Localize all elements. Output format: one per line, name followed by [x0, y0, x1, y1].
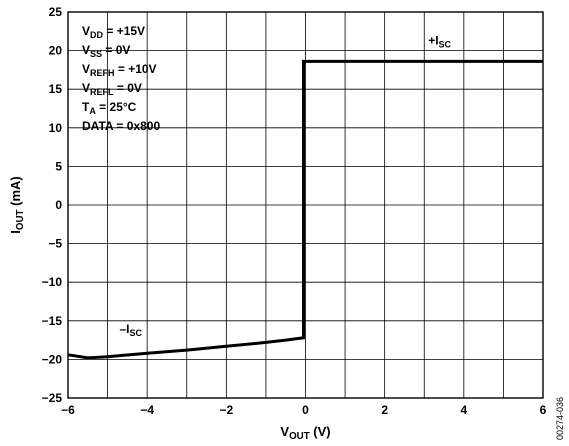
curve-annotation-main: +I	[428, 33, 438, 47]
condition-line-sub: REFL	[90, 87, 114, 97]
condition-line: VDD = +15V	[82, 24, 145, 40]
y-tick-labels: 25 20 15 10 5 0 −5 −10 −15 −20 −25	[42, 5, 63, 405]
condition-line-rest: = +15V	[103, 24, 145, 38]
condition-line-sub: REFH	[90, 68, 115, 78]
y-tick-label: −15	[42, 314, 63, 328]
axis-titles: VOUT (V)IOUT (mA)	[8, 176, 331, 442]
output-current-curve	[67, 59, 543, 360]
y-axis-title-main: I	[8, 230, 23, 234]
y-tick-label: −25	[42, 391, 63, 405]
y-axis-title: IOUT (mA)	[8, 176, 26, 233]
condition-line-rest: = 25°C	[96, 100, 137, 114]
x-tick-label: 2	[381, 403, 388, 417]
condition-line-main: DATA = 0x800	[82, 119, 160, 133]
y-axis-title-rest: (mA)	[8, 176, 23, 209]
y-tick-label: 5	[55, 159, 62, 173]
x-tick-label: −2	[219, 403, 233, 417]
y-tick-label: −20	[42, 352, 63, 366]
x-tick-label: 6	[540, 403, 547, 417]
condition-line-sub: DD	[90, 30, 103, 40]
curve-annotation: –ISC	[119, 322, 142, 338]
condition-line: VSS = 0V	[82, 43, 130, 59]
y-tick-label: 15	[49, 82, 63, 96]
x-axis-title-rest: (V)	[310, 424, 331, 439]
y-tick-label: 20	[49, 44, 63, 58]
condition-line: VREFH = +10V	[82, 62, 157, 78]
document-id: 00274-036	[555, 397, 565, 440]
curve-layer	[67, 59, 543, 360]
x-tick-label: 0	[302, 403, 309, 417]
y-tick-label: −5	[48, 237, 62, 251]
condition-line-main: V	[82, 43, 90, 57]
curve-annotation-sub: SC	[439, 39, 452, 49]
y-tick-label: 10	[49, 121, 63, 135]
x-axis-title-sub: OUT	[289, 431, 310, 442]
condition-line-main: T	[82, 100, 90, 114]
x-tick-label: 4	[460, 403, 467, 417]
x-tick-label: −6	[61, 403, 75, 417]
y-axis-title-sub: OUT	[15, 209, 26, 230]
x-tick-labels: −6 −4 −2 0 2 4 6	[61, 403, 547, 417]
condition-line-main: V	[82, 62, 90, 76]
x-axis-title-main: V	[280, 424, 289, 439]
y-tick-label: 0	[55, 198, 62, 212]
condition-line-sub: A	[89, 106, 96, 116]
condition-line-rest: = 0V	[114, 81, 142, 95]
curve-annotation-sub: SC	[129, 328, 142, 338]
curve-annotation: +ISC	[428, 33, 451, 49]
condition-line-sub: SS	[90, 49, 102, 59]
condition-line-main: V	[82, 24, 90, 38]
condition-line: DATA = 0x800	[82, 119, 160, 133]
y-tick-label: 25	[49, 5, 63, 19]
condition-line-main: V	[82, 81, 90, 95]
condition-line: TA = 25°C	[82, 100, 137, 116]
curve-annotations: +ISC–ISC	[119, 33, 451, 338]
y-tick-label: −10	[42, 275, 63, 289]
condition-line: VREFL = 0V	[82, 81, 142, 97]
x-axis-title: VOUT (V)	[280, 424, 330, 442]
condition-line-rest: = +10V	[115, 62, 157, 76]
curve-annotation-main: –I	[119, 322, 129, 336]
plot-frame	[67, 11, 544, 399]
x-tick-label: −4	[140, 403, 154, 417]
condition-line-rest: = 0V	[102, 43, 130, 57]
